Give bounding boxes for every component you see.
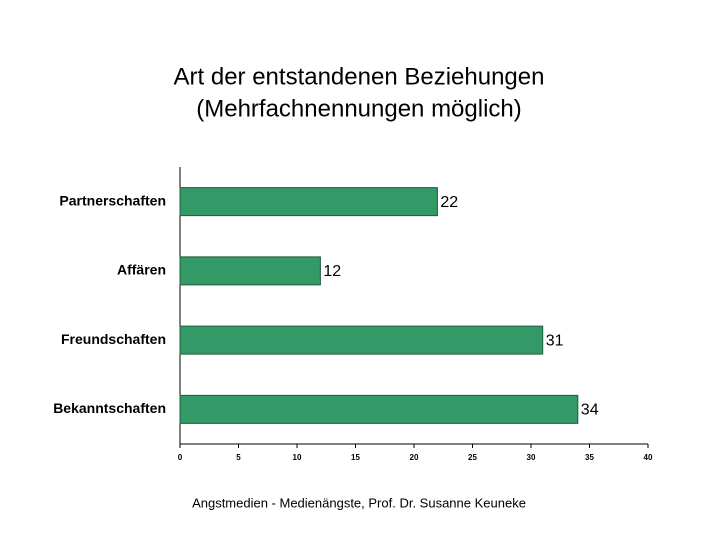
y-tick-label: Bekanntschaften (53, 400, 166, 416)
bar (179, 325, 544, 355)
x-tick-label: 35 (585, 453, 594, 462)
x-tick-label: 0 (178, 453, 183, 462)
bar (179, 394, 579, 424)
source-note: Angstmedien - Medienängste, Prof. Dr. Su… (192, 495, 526, 510)
data-label: 22 (440, 194, 458, 211)
data-label: 31 (546, 332, 564, 349)
x-tick-label: 5 (236, 453, 241, 462)
x-tick-label: 25 (468, 453, 477, 462)
data-label: 12 (323, 263, 341, 280)
y-tick-label: Partnerschaften (59, 192, 166, 208)
chart-subtitle: (Mehrfachnennungen möglich) (196, 95, 522, 122)
x-tick-label: 30 (527, 453, 536, 462)
data-label: 34 (581, 402, 599, 419)
bar (179, 256, 321, 286)
y-tick-label: Freundschaften (61, 331, 166, 347)
bar (179, 187, 438, 217)
x-tick-label: 40 (644, 453, 653, 462)
y-tick-label: Affären (117, 262, 166, 278)
x-tick-label: 20 (410, 453, 419, 462)
x-tick-label: 10 (293, 453, 302, 462)
x-tick-label: 15 (351, 453, 360, 462)
chart-title: Art der entstandenen Beziehungen (174, 63, 545, 90)
